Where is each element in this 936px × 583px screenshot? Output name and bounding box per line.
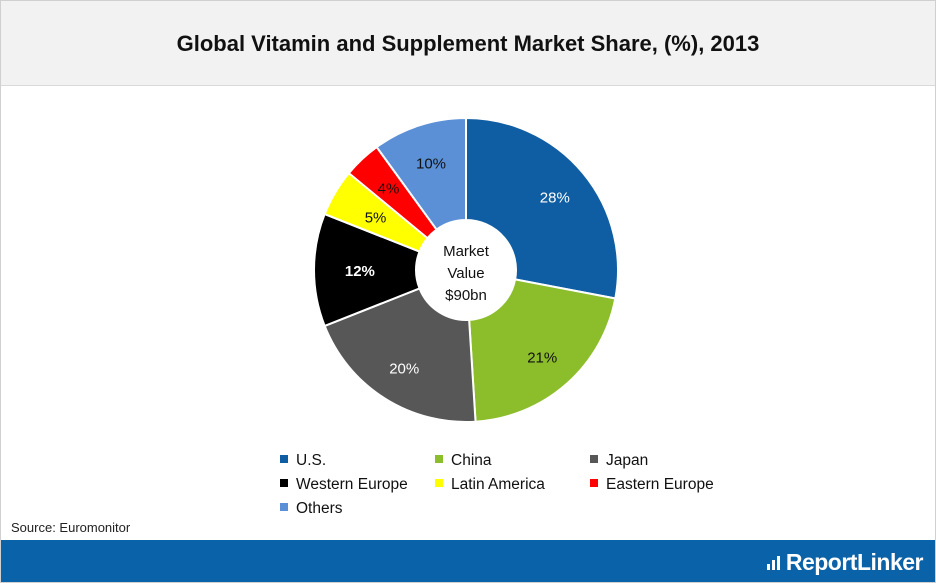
legend-swatch-1 (435, 454, 443, 463)
legend-item-4: Latin America (435, 476, 545, 494)
center-label-line-1: Value (447, 265, 484, 282)
legend-swatch-5 (590, 478, 598, 487)
legend-swatch-3 (280, 478, 288, 487)
legend-swatch-6 (280, 502, 288, 511)
legend-label-1: China (451, 452, 492, 469)
slice-label-5: 4% (378, 180, 400, 197)
slice-label-4: 5% (365, 210, 387, 227)
slice-label-0: 28% (540, 190, 570, 207)
pie-chart: 28% 21% 20% 12% 5% 4% 10% Market Value $90bn (313, 116, 619, 423)
legend-label-2: Japan (606, 452, 649, 469)
brand-bars-icon (766, 549, 782, 576)
legend-item-2: Japan (590, 452, 648, 470)
legend-item-6: Others (280, 500, 343, 518)
legend-swatch-0 (280, 454, 288, 463)
legend-item-0: U.S. (280, 452, 326, 470)
center-label-line-2: $90bn (445, 287, 487, 304)
legend-label-5: Eastern Europe (606, 476, 714, 493)
legend-label-3: Western Europe (296, 476, 408, 493)
legend-label-4: Latin America (451, 476, 545, 493)
slice-label-6: 10% (416, 155, 446, 172)
pie-slice-1 (468, 278, 617, 423)
chart-title: Global Vitamin and Supplement Market Sha… (176, 31, 760, 56)
legend-label-0: U.S. (296, 452, 327, 469)
pie-slice-0 (465, 116, 619, 300)
center-label-line-0: Market (443, 243, 490, 260)
slice-label-1: 21% (527, 349, 557, 366)
slice-label-3: 12% (345, 263, 375, 280)
footer-bar: ReportLinker (1, 540, 935, 582)
chart-header: Global Vitamin and Supplement Market Sha… (1, 1, 935, 86)
legend-item-5: Eastern Europe (590, 476, 714, 494)
brand-name: ReportLinker (785, 549, 924, 575)
pie-slice-2 (323, 287, 477, 423)
legend-item-1: China (435, 452, 492, 470)
legend-swatch-2 (590, 454, 598, 463)
legend-label-6: Others (296, 500, 343, 517)
legend-swatch-4 (435, 478, 443, 487)
source-note: Source: Euromonitor (11, 520, 131, 535)
brand-logo: ReportLinker (766, 549, 924, 576)
slice-label-2: 20% (389, 360, 419, 377)
pie-slice-6 (375, 116, 467, 231)
legend-item-3: Western Europe (280, 476, 408, 494)
